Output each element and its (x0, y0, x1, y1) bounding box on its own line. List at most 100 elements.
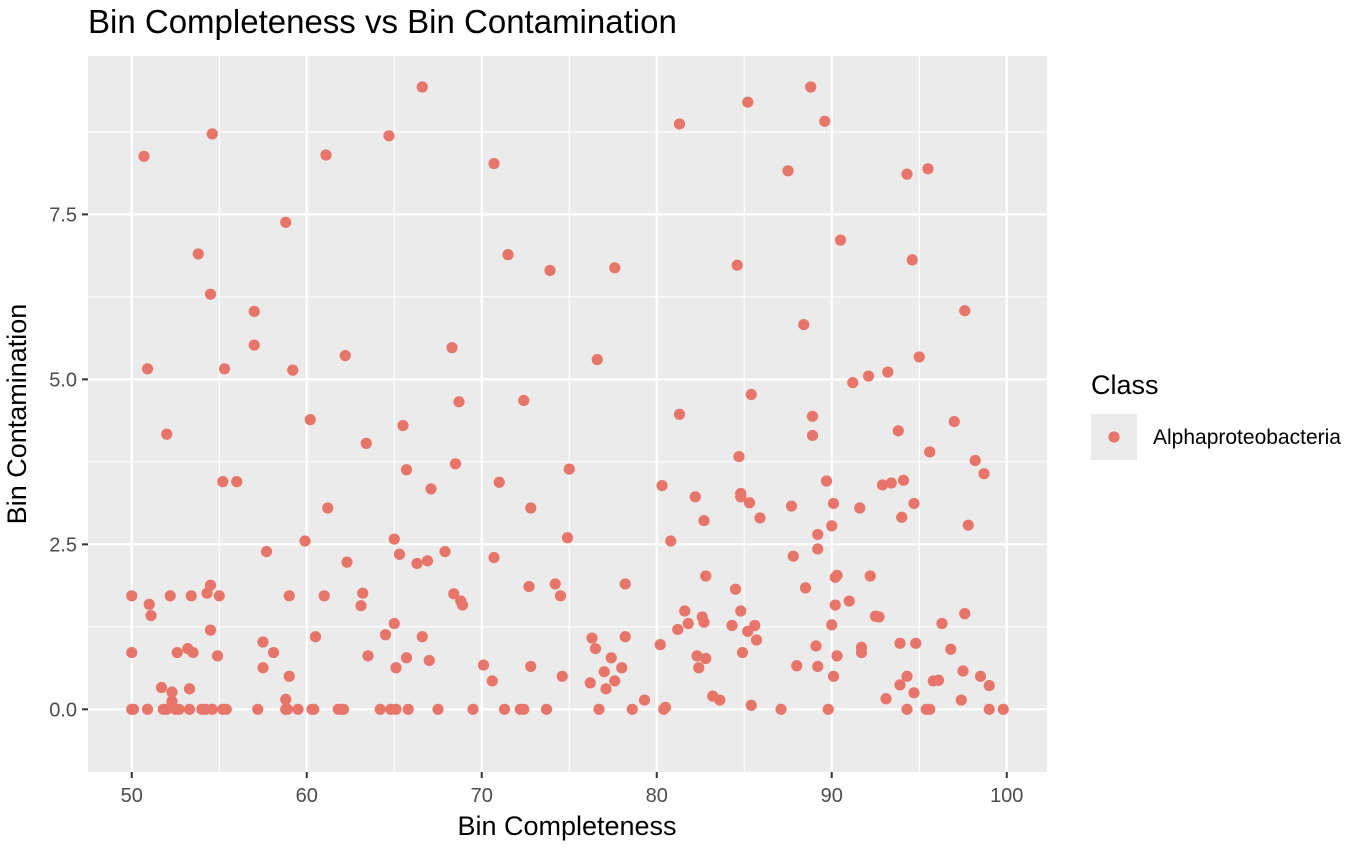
data-point (318, 590, 330, 602)
data-point (843, 595, 855, 607)
data-point (910, 637, 922, 649)
data-point (204, 624, 217, 636)
data-point (183, 683, 196, 695)
data-point (798, 318, 810, 331)
data-point (423, 654, 435, 667)
data-point (267, 646, 280, 659)
data-point (287, 364, 299, 376)
data-point (672, 623, 684, 636)
data-point (897, 474, 910, 486)
data-point (449, 458, 462, 470)
data-point (360, 437, 372, 449)
data-point (820, 475, 833, 487)
data-point (616, 662, 628, 674)
data-point (689, 491, 701, 503)
data-point (735, 491, 747, 503)
data-point (206, 128, 218, 140)
data-point (665, 535, 677, 547)
data-point (901, 168, 913, 180)
data-point (729, 583, 742, 595)
data-point (400, 652, 413, 664)
data-point (432, 703, 444, 715)
data-point (523, 580, 535, 593)
data-point (894, 637, 906, 649)
data-point (819, 115, 831, 127)
data-point (281, 703, 294, 715)
data-point (827, 670, 840, 682)
y-tick-label: 5.0 (49, 369, 77, 391)
data-point (425, 483, 437, 495)
data-point (155, 681, 168, 694)
x-tick-label: 50 (121, 785, 143, 807)
data-point (892, 425, 904, 437)
data-point (873, 611, 885, 623)
data-point (826, 619, 838, 631)
x-tick-label: 60 (296, 785, 318, 807)
data-point (854, 502, 866, 514)
data-point (260, 545, 273, 558)
data-point (605, 652, 617, 664)
data-point (218, 363, 231, 375)
data-point (283, 590, 295, 602)
data-point (831, 650, 843, 662)
data-point (654, 639, 666, 651)
data-point (812, 660, 824, 673)
y-tick-label: 7.5 (49, 204, 77, 226)
y-tick-label: 2.5 (49, 534, 77, 556)
data-point (983, 679, 995, 692)
data-point (283, 670, 295, 682)
data-point (673, 118, 686, 130)
data-point (138, 150, 150, 162)
data-point (248, 305, 260, 317)
data-point (974, 670, 987, 682)
data-point (698, 514, 710, 527)
data-point (498, 703, 511, 715)
data-point (812, 528, 824, 541)
data-point (439, 545, 451, 558)
data-point (945, 643, 957, 655)
data-point (357, 587, 369, 599)
data-point (467, 703, 479, 715)
data-point (698, 616, 710, 628)
data-point (213, 590, 225, 602)
data-point (908, 497, 920, 510)
data-point (416, 81, 428, 93)
data-point (834, 234, 847, 246)
y-tick-label: 0.0 (49, 699, 77, 721)
data-point (143, 598, 155, 610)
data-point (416, 631, 428, 643)
data-point (561, 532, 574, 544)
data-point (812, 543, 824, 555)
data-point (822, 703, 834, 715)
data-point (525, 502, 537, 514)
data-point (411, 557, 423, 570)
data-point (908, 687, 920, 699)
data-point (978, 468, 990, 480)
data-point (166, 686, 178, 698)
data-point (206, 703, 218, 715)
data-point (745, 388, 757, 401)
data-point (584, 677, 596, 689)
data-point (217, 476, 229, 488)
data-point (502, 249, 514, 261)
data-point (806, 429, 819, 442)
data-point (402, 703, 414, 715)
data-point (638, 694, 651, 706)
data-point (192, 248, 204, 260)
data-point (855, 641, 868, 653)
data-point (341, 556, 353, 568)
data-point (204, 288, 217, 300)
data-point (827, 497, 840, 510)
data-point (362, 650, 374, 662)
data-point (745, 699, 757, 711)
data-point (619, 578, 631, 590)
x-axis: 50 60 70 80 90 100 (121, 772, 1023, 807)
data-point (750, 634, 763, 646)
data-point (997, 703, 1009, 715)
data-point (829, 599, 841, 611)
data-point (549, 578, 561, 590)
data-point (173, 703, 185, 715)
data-point (540, 703, 553, 715)
data-point (309, 631, 322, 643)
data-point (388, 617, 400, 630)
